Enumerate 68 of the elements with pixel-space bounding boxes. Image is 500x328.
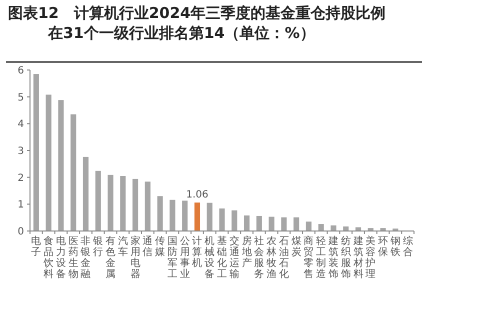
y-tick-label: 0	[18, 226, 24, 238]
bar	[281, 217, 287, 231]
bar	[194, 202, 200, 231]
x-tick-label: 综合	[402, 235, 413, 258]
x-tick-label: 石油石化	[278, 236, 289, 280]
x-tick-label: 电力设备	[56, 235, 66, 280]
y-tick-label: 6	[18, 66, 24, 76]
bar	[318, 224, 324, 231]
x-tick-label: 煤炭	[291, 235, 302, 258]
x-tick-label: 交通运输	[229, 235, 240, 280]
bar	[380, 228, 386, 231]
bar	[306, 222, 312, 231]
bar	[294, 217, 300, 231]
x-tick-label: 基础化工	[216, 235, 227, 280]
x-tick-label: 公用事业	[180, 235, 190, 280]
x-tick-label: 有色金属	[106, 235, 116, 280]
bar	[157, 196, 163, 231]
bar	[132, 178, 138, 231]
bar	[182, 200, 188, 231]
x-tick-label: 计算机	[192, 235, 202, 269]
x-tick-label: 轻工制造	[316, 235, 326, 280]
bar	[219, 208, 225, 231]
bar	[108, 174, 114, 231]
chart-subtitle: 在31个一级行业排名第14（单位：%）	[47, 24, 315, 42]
bar	[206, 202, 212, 231]
bar	[232, 210, 238, 231]
bar	[144, 182, 150, 231]
x-tick-label: 商贸零售	[304, 235, 314, 280]
bar	[355, 227, 362, 231]
x-tick-label: 银行	[92, 236, 104, 258]
bar	[95, 170, 101, 231]
bar	[58, 100, 64, 231]
data-label: 1.06	[186, 190, 208, 201]
x-tick-label: 国防军工	[167, 236, 178, 280]
x-tick-label: 纺织服饰	[340, 235, 351, 280]
x-tick-label: 通信	[142, 235, 153, 258]
x-tick-label: 美容护理	[364, 235, 376, 280]
bar	[170, 200, 176, 231]
x-tick-label: 电子	[31, 235, 42, 258]
bar	[82, 156, 89, 231]
x-tick-label: 医药生物	[68, 236, 78, 280]
x-tick-label: 社会服务	[254, 235, 264, 280]
bar	[46, 94, 52, 231]
x-tick-label: 建筑材料	[352, 235, 364, 280]
bar	[33, 74, 39, 231]
x-tick-label: 农林牧渔	[266, 236, 277, 280]
y-tick-label: 2	[18, 172, 24, 184]
x-tick-label: 钢铁	[389, 236, 400, 258]
bar	[268, 216, 274, 231]
x-tick-label: 环保	[378, 236, 388, 258]
x-tick-label: 非银金融	[80, 235, 91, 280]
x-tick-label: 房地产	[240, 235, 252, 269]
x-tick-label: 建筑装饰	[327, 235, 338, 280]
bar	[330, 225, 336, 231]
bar	[256, 216, 262, 231]
chart-title: 图表12 计算机行业2024年三季度的基金重仓持股比例	[8, 4, 386, 22]
x-tick-label: 家用电器	[130, 235, 140, 280]
bar	[244, 215, 250, 231]
y-tick-label: 5	[18, 92, 24, 104]
y-tick-label: 4	[18, 119, 24, 130]
x-tick-label: 传媒	[155, 236, 166, 258]
x-tick-label: 食品饮料	[42, 235, 54, 280]
y-tick-label: 1	[18, 200, 24, 211]
bar	[120, 176, 126, 231]
x-tick-label: 汽车	[118, 235, 128, 258]
bar	[70, 114, 76, 231]
y-tick-label: 3	[18, 146, 24, 157]
x-tick-label: 机械设备	[204, 235, 215, 280]
